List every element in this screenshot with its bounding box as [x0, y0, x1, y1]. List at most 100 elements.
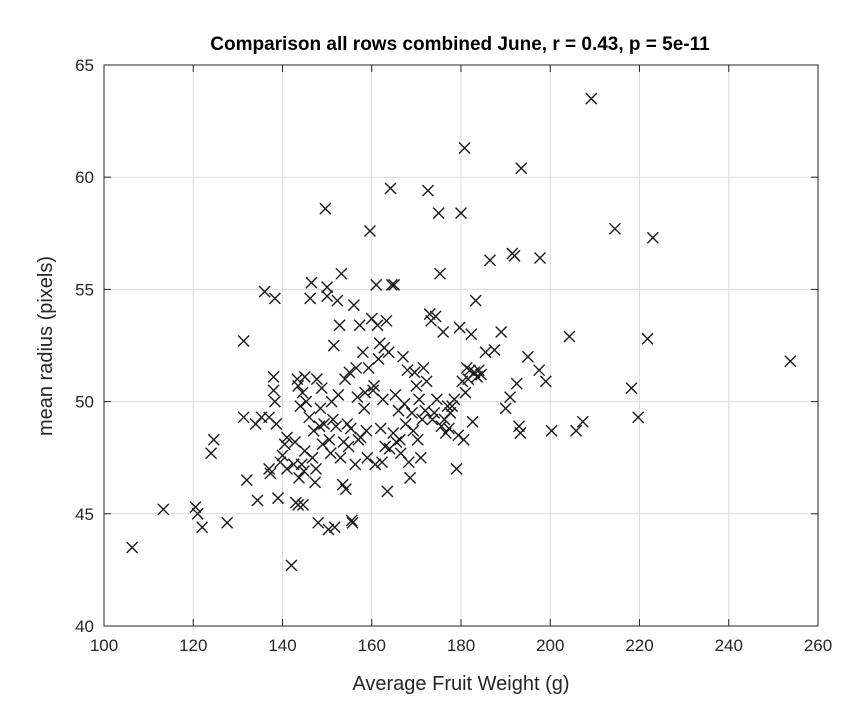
- data-point-stroke: [336, 478, 349, 491]
- data-point: [533, 251, 546, 264]
- chart-title: Comparison all rows combined June, r = 0…: [210, 34, 710, 55]
- data-point: [297, 498, 310, 511]
- data-point-stroke: [327, 339, 340, 352]
- y-tick-labels: 40 45 50 55 60 65: [75, 56, 94, 636]
- data-point-stroke: [267, 384, 280, 397]
- data-point: [466, 415, 479, 428]
- data-point: [429, 310, 442, 323]
- data-point: [237, 411, 250, 424]
- data-point-stroke: [382, 346, 395, 359]
- data-point-stroke: [285, 559, 298, 572]
- data-point: [157, 503, 170, 516]
- data-point: [350, 361, 363, 374]
- data-point: [294, 400, 307, 413]
- data-point: [413, 393, 426, 406]
- data-point: [367, 379, 380, 392]
- data-point-stroke: [585, 92, 598, 105]
- data-point-stroke: [466, 415, 479, 428]
- data-point: [381, 485, 394, 498]
- data-point-stroke: [298, 370, 311, 383]
- data-point-stroke: [353, 319, 366, 332]
- data-point: [417, 361, 430, 374]
- data-point-stroke: [240, 474, 253, 487]
- data-point-stroke: [380, 314, 393, 327]
- data-point-stroke: [126, 541, 139, 554]
- data-point-stroke: [326, 413, 339, 426]
- data-point: [347, 299, 360, 312]
- x-tick-label: 240: [715, 636, 743, 655]
- data-point-stroke: [370, 278, 383, 291]
- axis-ticks: [103, 64, 819, 627]
- data-point: [625, 382, 638, 395]
- data-point-stroke: [342, 440, 355, 453]
- data-point: [332, 388, 345, 401]
- data-point: [361, 451, 374, 464]
- y-tick-label: 65: [75, 56, 94, 75]
- data-point-stroke: [499, 402, 512, 415]
- data-point-stroke: [421, 184, 434, 197]
- data-point-stroke: [207, 433, 220, 446]
- data-point: [207, 433, 220, 446]
- data-point-stroke: [297, 465, 310, 478]
- data-point: [416, 413, 429, 426]
- data-point: [319, 202, 332, 215]
- data-point: [435, 420, 448, 433]
- y-tick-label: 55: [75, 280, 94, 299]
- data-point-stroke: [191, 507, 204, 520]
- data-point-stroke: [267, 370, 280, 383]
- data-point-stroke: [407, 424, 420, 437]
- data-point-stroke: [361, 451, 374, 464]
- data-point-stroke: [263, 462, 276, 475]
- data-point-stroke: [784, 355, 797, 368]
- data-point-stroke: [545, 424, 558, 437]
- data-point-stroke: [384, 182, 397, 195]
- data-point-stroke: [339, 483, 352, 496]
- data-point-stroke: [310, 373, 323, 386]
- data-point-stroke: [465, 328, 478, 341]
- data-point: [321, 290, 334, 303]
- data-point: [205, 447, 218, 460]
- data-point: [402, 456, 415, 469]
- data-point: [314, 402, 327, 415]
- x-tick-label: 260: [804, 636, 832, 655]
- data-point-stroke: [379, 440, 392, 453]
- data-point: [585, 92, 598, 105]
- data-point-stroke: [434, 267, 447, 280]
- data-point: [276, 449, 289, 462]
- data-point: [371, 319, 384, 332]
- data-point: [240, 474, 253, 487]
- data-point: [437, 326, 450, 339]
- data-point-stroke: [385, 278, 398, 291]
- data-point-stroke: [388, 278, 401, 291]
- data-point-stroke: [318, 418, 330, 431]
- data-point-stroke: [335, 267, 348, 280]
- data-point-stroke: [396, 350, 409, 363]
- data-point: [442, 422, 455, 435]
- data-point-stroke: [394, 447, 407, 460]
- y-tick-label: 45: [75, 505, 94, 524]
- data-point: [330, 420, 343, 433]
- data-point-stroke: [272, 492, 285, 505]
- data-point-stroke: [563, 330, 576, 343]
- data-point: [324, 447, 337, 460]
- data-point: [426, 413, 439, 426]
- data-point-stroke: [157, 503, 170, 516]
- data-point: [405, 406, 418, 419]
- data-point-stroke: [453, 321, 466, 334]
- data-point: [393, 433, 406, 446]
- data-point-stroke: [514, 427, 527, 440]
- data-point-stroke: [521, 350, 534, 363]
- data-point: [563, 330, 576, 343]
- data-point-stroke: [458, 142, 471, 155]
- data-point-stroke: [309, 476, 322, 489]
- data-point: [421, 184, 434, 197]
- data-point-stroke: [367, 379, 380, 392]
- data-point: [367, 384, 380, 397]
- data-point: [331, 294, 344, 307]
- data-point: [404, 471, 417, 484]
- data-point-stroke: [455, 207, 467, 220]
- data-point-stroke: [330, 420, 343, 433]
- data-point: [309, 476, 322, 489]
- data-point-stroke: [343, 366, 356, 379]
- data-point-stroke: [350, 361, 363, 374]
